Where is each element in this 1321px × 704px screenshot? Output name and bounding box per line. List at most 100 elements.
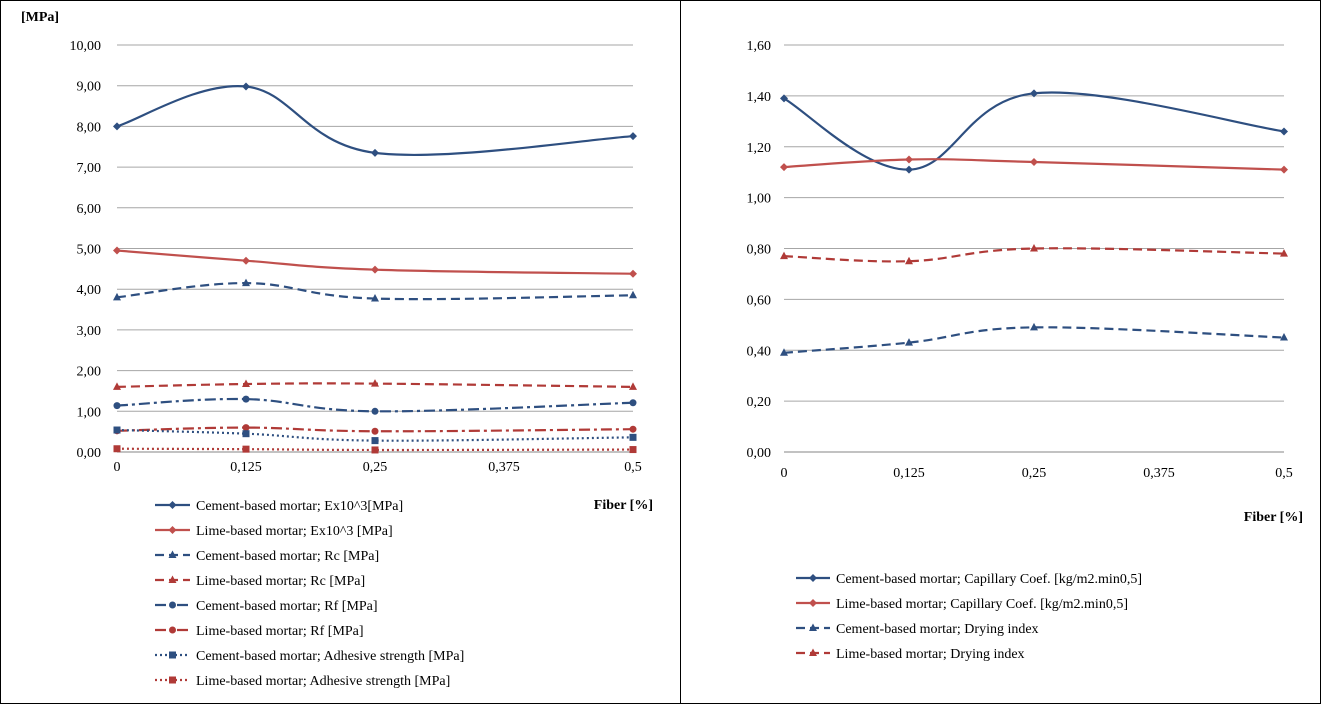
data-point (905, 338, 913, 346)
legend-marker (169, 601, 176, 609)
left-x-tick-labels: 0 0,125 0,25 0,375 0,5 (114, 460, 642, 475)
legend-label: Cement-based mortar; Adhesive strength [… (196, 649, 464, 664)
data-point (242, 82, 250, 91)
series-line (783, 158, 1285, 171)
legend-label: Lime-based mortar; Adhesive strength [MP… (196, 674, 450, 689)
x-tick-label: 0,125 (893, 466, 925, 481)
legend-marker (169, 651, 176, 659)
series-line (116, 382, 634, 388)
data-point (905, 155, 913, 164)
y-tick-label: 1,60 (747, 39, 772, 54)
x-tick-label: 0 (114, 460, 121, 475)
data-point (1280, 333, 1288, 341)
legend-label: Cement-based mortar; Rf [MPa] (196, 599, 378, 614)
data-point (629, 269, 637, 278)
legend-label: Lime-based mortar; Capillary Coef. [kg/m… (836, 597, 1128, 612)
data-point (371, 294, 379, 302)
y-tick-label: 3,00 (77, 324, 102, 339)
data-point (242, 424, 250, 432)
x-tick-label: 0,25 (363, 460, 388, 475)
data-point (1280, 127, 1288, 136)
legend-marker (809, 623, 817, 631)
data-point (629, 399, 637, 407)
data-point (113, 426, 121, 434)
y-tick-label: 1,40 (747, 90, 772, 105)
data-point (629, 425, 637, 433)
data-point (371, 407, 379, 415)
data-point (113, 292, 121, 301)
y-tick-label: 7,00 (77, 161, 102, 176)
y-tick-label: 0,20 (747, 395, 772, 410)
legend-label: Cement-based mortar; Capillary Coef. [kg… (836, 572, 1142, 587)
y-tick-label: 0,00 (77, 446, 102, 461)
x-tick-label: 0,25 (1022, 466, 1047, 481)
legend-marker (168, 550, 177, 558)
data-point (629, 433, 637, 441)
y-tick-label: 0,00 (747, 446, 772, 461)
data-point (780, 348, 788, 356)
y-tick-label: 2,00 (77, 365, 102, 380)
data-point (1030, 158, 1038, 167)
data-point (371, 437, 379, 445)
legend-marker (168, 526, 177, 534)
legend-label: Lime-based mortar; Rc [MPa] (196, 574, 365, 589)
legend-marker (168, 501, 177, 509)
y-tick-label: 5,00 (77, 243, 102, 258)
data-point (780, 163, 788, 172)
legend-label: Cement-based mortar; Rc [MPa] (196, 549, 379, 564)
left-x-axis-title: Fiber [%] (594, 498, 653, 513)
x-tick-label: 0,125 (230, 460, 262, 475)
y-tick-label: 0,40 (747, 344, 772, 359)
legend-label: Cement-based mortar; Drying index (836, 622, 1039, 637)
series-line (116, 281, 634, 301)
left-gridlines (117, 44, 633, 453)
data-point (905, 256, 913, 265)
series-line (116, 397, 634, 413)
data-point (1280, 249, 1288, 257)
y-tick-label: 0,80 (747, 243, 772, 258)
legend-marker (809, 574, 817, 582)
x-tick-label: 0 (781, 466, 788, 481)
y-tick-label: 1,20 (747, 141, 772, 156)
right-series-lines (780, 89, 1288, 356)
mechanical-properties-chart: [MPa] 0,00 1,00 2,00 3,00 4,00 5,00 6,00 7,00 8,… (21, 10, 653, 689)
left-legend: Cement-based mortar; Ex10^3[MPa] Lime-bas… (155, 499, 464, 689)
data-point (242, 395, 250, 403)
series-line (116, 249, 634, 275)
data-point (113, 402, 121, 410)
data-point (242, 256, 250, 265)
data-point (780, 251, 788, 260)
legend-marker (168, 575, 177, 583)
data-point (242, 445, 250, 453)
right-legend: Cement-based mortar; Capillary Coef. [kg… (796, 572, 1142, 662)
series-line (116, 85, 634, 157)
y-tick-label: 1,00 (747, 192, 772, 207)
x-tick-label: 0,5 (1275, 466, 1293, 481)
data-point (113, 382, 121, 390)
series-line (116, 426, 634, 433)
data-point (1030, 244, 1038, 252)
data-point (629, 382, 637, 390)
data-point (780, 94, 788, 103)
y-tick-label: 8,00 (77, 120, 102, 135)
data-point (242, 430, 250, 438)
data-point (113, 246, 121, 255)
legend-label: Lime-based mortar; Ex10^3 [MPa] (196, 524, 393, 539)
data-point (371, 446, 379, 454)
right-x-axis-title: Fiber [%] (1244, 510, 1303, 525)
x-tick-label: 0,5 (624, 460, 642, 475)
capillarity-drying-chart: 0,00 0,20 0,40 0,60 0,80 1,00 1,20 1,40 1,60 0 0,… (747, 39, 1304, 662)
series-line (116, 447, 634, 452)
legend-label: Cement-based mortar; Ex10^3[MPa] (196, 499, 403, 514)
y-tick-label: 6,00 (77, 202, 102, 217)
series-line (116, 428, 634, 442)
left-series-lines (113, 82, 637, 454)
data-point (905, 165, 913, 174)
legend-marker (169, 626, 176, 634)
y-tick-label: 1,00 (77, 405, 102, 420)
data-point (371, 379, 379, 387)
left-y-tick-labels: 0,00 1,00 2,00 3,00 4,00 5,00 6,00 7,00 8,00 9,00… (70, 39, 102, 461)
right-y-tick-labels: 0,00 0,20 0,40 0,60 0,80 1,00 1,20 1,40 1,60 (747, 39, 772, 461)
y-tick-label: 4,00 (77, 283, 102, 298)
